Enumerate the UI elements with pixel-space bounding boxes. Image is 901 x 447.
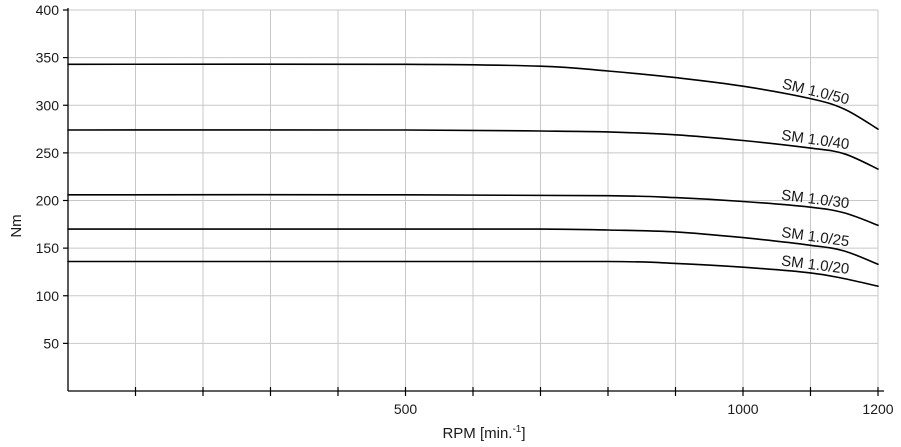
series-line — [67, 260, 879, 287]
x-tick-label: 500 — [394, 401, 418, 417]
grid — [68, 9, 879, 391]
series-lines — [67, 63, 879, 287]
y-tick-label: 150 — [36, 240, 60, 256]
y-tick-label: 300 — [36, 97, 60, 113]
y-tick-label: 200 — [36, 193, 60, 209]
x-axis-title: RPM [min.-1] — [442, 424, 525, 442]
series-line — [67, 129, 879, 170]
axes: 500 1000 1200 50 100 150 200 250 300 350 400 — [36, 2, 894, 417]
y-tick-label: 250 — [36, 145, 60, 161]
series-label: SM 1.0/50 — [780, 76, 850, 109]
series-line — [67, 193, 879, 227]
x-tick-label: 1000 — [727, 401, 758, 417]
y-tick-label: 350 — [36, 50, 60, 66]
y-tick-label: 100 — [36, 288, 60, 304]
y-tick-label: 50 — [43, 335, 59, 351]
x-tick-label: 1200 — [862, 401, 893, 417]
series-line — [67, 63, 879, 130]
y-axis-title: Nm — [8, 214, 25, 237]
series-line — [67, 228, 879, 266]
y-tick-label: 400 — [36, 2, 60, 18]
